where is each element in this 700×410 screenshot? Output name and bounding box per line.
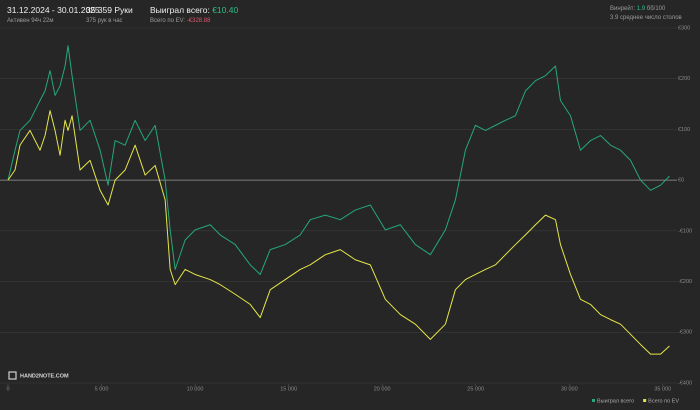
legend-label: Всего по EV [648, 398, 679, 404]
hands-per-hour: 375 рук в час [86, 18, 123, 24]
winrate-unit: бб/100 [646, 6, 666, 12]
won-value: €10.40 [212, 5, 239, 15]
x-tick-label: 20 000 [374, 386, 391, 392]
tables: 3.9 среднее число столов [610, 15, 682, 21]
logo: HAND2NOTE.COM [20, 373, 69, 379]
date-block: 31.12.2024 - 30.01.2025 Активен 94ч 22м [7, 5, 100, 24]
series-line [7, 45, 670, 275]
ev-value: -€328.88 [186, 18, 211, 24]
x-tick-label: 25 000 [467, 386, 484, 392]
won-label: Выиграл всего: [150, 5, 210, 15]
winrate-block: Винрейт: 1.9 бб/100 3.9 среднее число ст… [610, 5, 682, 21]
date-range: 31.12.2024 - 30.01.2025 [7, 5, 100, 15]
hands: 35 359 Руки [86, 5, 133, 15]
winrate-label: Винрейт: [610, 6, 636, 12]
y-tick-label: -€100 [678, 228, 692, 234]
ev-label: Всего по EV: [150, 18, 186, 24]
y-tick-label: -€200 [678, 279, 692, 285]
y-tick-label: €100 [678, 127, 690, 133]
y-tick-label: €200 [678, 76, 690, 82]
header: 31.12.2024 - 30.01.2025 Активен 94ч 22м … [0, 0, 700, 28]
active-time: Активен 94ч 22м [7, 18, 54, 24]
y-tick-label: €300 [678, 25, 690, 31]
y-tick-label: -€400 [678, 380, 692, 386]
x-tick-label: 5 000 [95, 386, 109, 392]
y-tick-label: -€300 [678, 330, 692, 336]
legend-swatch [592, 399, 595, 402]
x-tick-label: 10 000 [187, 386, 204, 392]
series-line [7, 110, 670, 355]
x-tick-label: 30 000 [561, 386, 578, 392]
legend-label: Выиграл всего [597, 398, 634, 404]
winrate-value: 1.9 [636, 6, 646, 12]
logo-icon [8, 371, 17, 380]
hands-block: 35 359 Руки 375 рук в час [86, 5, 133, 24]
legend-swatch [643, 399, 647, 402]
x-tick-label: 0 [6, 386, 9, 392]
x-tick-label: 15 000 [280, 386, 297, 392]
x-tick-label: 35 000 [654, 386, 671, 392]
y-tick-label: €0 [678, 178, 684, 184]
won-block: Выиграл всего: €10.40 Всего по EV: -€328… [150, 5, 238, 24]
